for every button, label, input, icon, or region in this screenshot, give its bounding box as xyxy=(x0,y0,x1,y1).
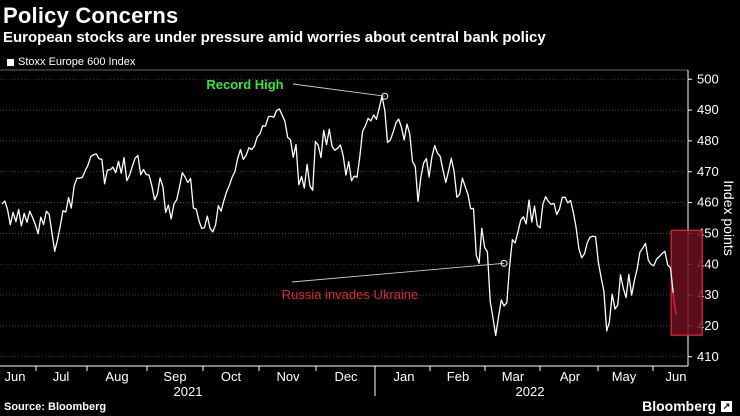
x-tick-label: May xyxy=(612,369,637,384)
y-tick-label: 460 xyxy=(697,195,719,210)
x-tick-label: Jun xyxy=(666,369,687,384)
legend: Stoxx Europe 600 Index xyxy=(7,56,135,68)
annotation-leader-line xyxy=(291,262,505,283)
source-note: Source: Bloomberg xyxy=(4,401,107,413)
highlight-box xyxy=(670,229,703,336)
x-tick-label: Dec xyxy=(334,369,358,384)
legend-label: Stoxx Europe 600 Index xyxy=(18,56,136,68)
x-tick-label: Sep xyxy=(163,369,186,384)
y-tick-label: 470 xyxy=(697,164,719,179)
x-year-label: 2022 xyxy=(516,384,545,399)
series-line-recent xyxy=(672,292,677,316)
annotation-label: Russia invades Ukraine xyxy=(282,287,419,302)
series-line xyxy=(1,95,674,337)
legend-swatch xyxy=(7,58,14,66)
x-tick-label: Jun xyxy=(5,369,26,384)
annotation-label: Record High xyxy=(206,77,283,92)
chart-title: Policy Concerns xyxy=(3,3,179,28)
x-year-label: 2021 xyxy=(174,384,203,399)
bloomberg-mark-icon: ↗ xyxy=(721,401,732,412)
x-tick-label: Mar xyxy=(502,369,525,384)
x-tick-label: Jul xyxy=(53,369,70,384)
annotation-marker xyxy=(500,259,508,267)
y-tick-label: 500 xyxy=(697,71,719,86)
x-tick-label: Oct xyxy=(221,369,242,384)
annotation-marker xyxy=(381,92,389,100)
x-tick-label: Jan xyxy=(394,369,415,384)
annotation-leader-line xyxy=(292,83,385,97)
x-tick-label: Feb xyxy=(447,369,469,384)
y-axis-label: Index points xyxy=(721,180,737,256)
y-tick-label: 490 xyxy=(697,102,719,117)
chart-subtitle: European stocks are under pressure amid … xyxy=(3,29,546,46)
y-tick-label: 410 xyxy=(697,349,719,364)
y-tick-label: 480 xyxy=(697,133,719,148)
bloomberg-logo: Bloomberg xyxy=(642,398,716,414)
x-tick-label: Aug xyxy=(105,369,128,384)
x-tick-label: Nov xyxy=(276,369,300,384)
x-tick-label: Apr xyxy=(560,369,581,384)
